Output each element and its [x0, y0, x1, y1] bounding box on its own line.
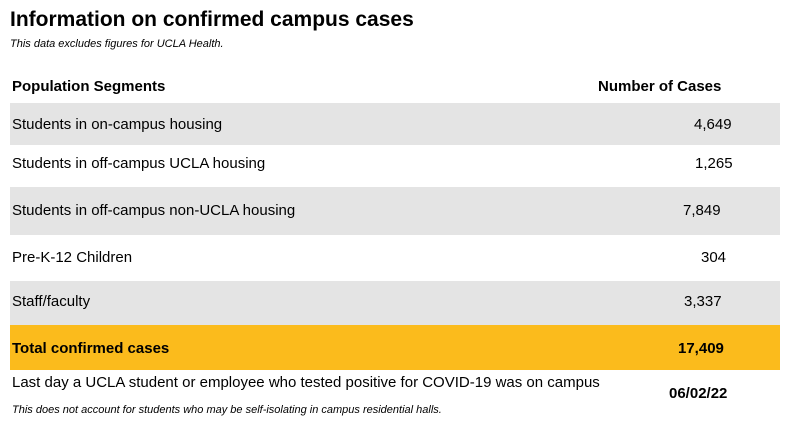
case-count: 3,337	[684, 293, 722, 310]
page-subtitle: This data excludes figures for UCLA Heal…	[10, 38, 224, 50]
segment-label: Students in off-campus non-UCLA housing	[12, 202, 296, 219]
table-row: Students in off-campus UCLA housing 1,26…	[10, 145, 780, 187]
last-day-date: 06/02/22	[669, 385, 728, 402]
total-row: Total confirmed cases 17,409	[10, 325, 780, 370]
total-count: 17,409	[678, 340, 724, 357]
segment-label: Students in on-campus housing	[12, 116, 223, 133]
page-title: Information on confirmed campus cases	[10, 8, 414, 31]
segment-label: Staff/faculty	[12, 293, 91, 310]
table-row: Students in off-campus non-UCLA housing …	[10, 187, 780, 235]
column-header-cases: Number of Cases	[598, 78, 722, 95]
case-count: 7,849	[683, 202, 721, 219]
segment-label: Pre-K-12 Children	[12, 249, 133, 266]
case-count: 4,649	[694, 116, 732, 133]
case-count: 304	[701, 249, 727, 266]
total-label: Total confirmed cases	[12, 340, 170, 357]
footnote: This does not account for students who m…	[12, 404, 442, 416]
last-day-label: Last day a UCLA student or employee who …	[12, 374, 600, 391]
column-header-segments: Population Segments	[12, 78, 166, 95]
case-count: 1,265	[695, 155, 733, 172]
segment-label: Students in off-campus UCLA housing	[12, 155, 266, 172]
table-row: Staff/faculty 3,337	[10, 281, 780, 325]
table-row: Students in on-campus housing 4,649	[10, 103, 780, 145]
table-row: Pre-K-12 Children 304	[10, 235, 780, 281]
